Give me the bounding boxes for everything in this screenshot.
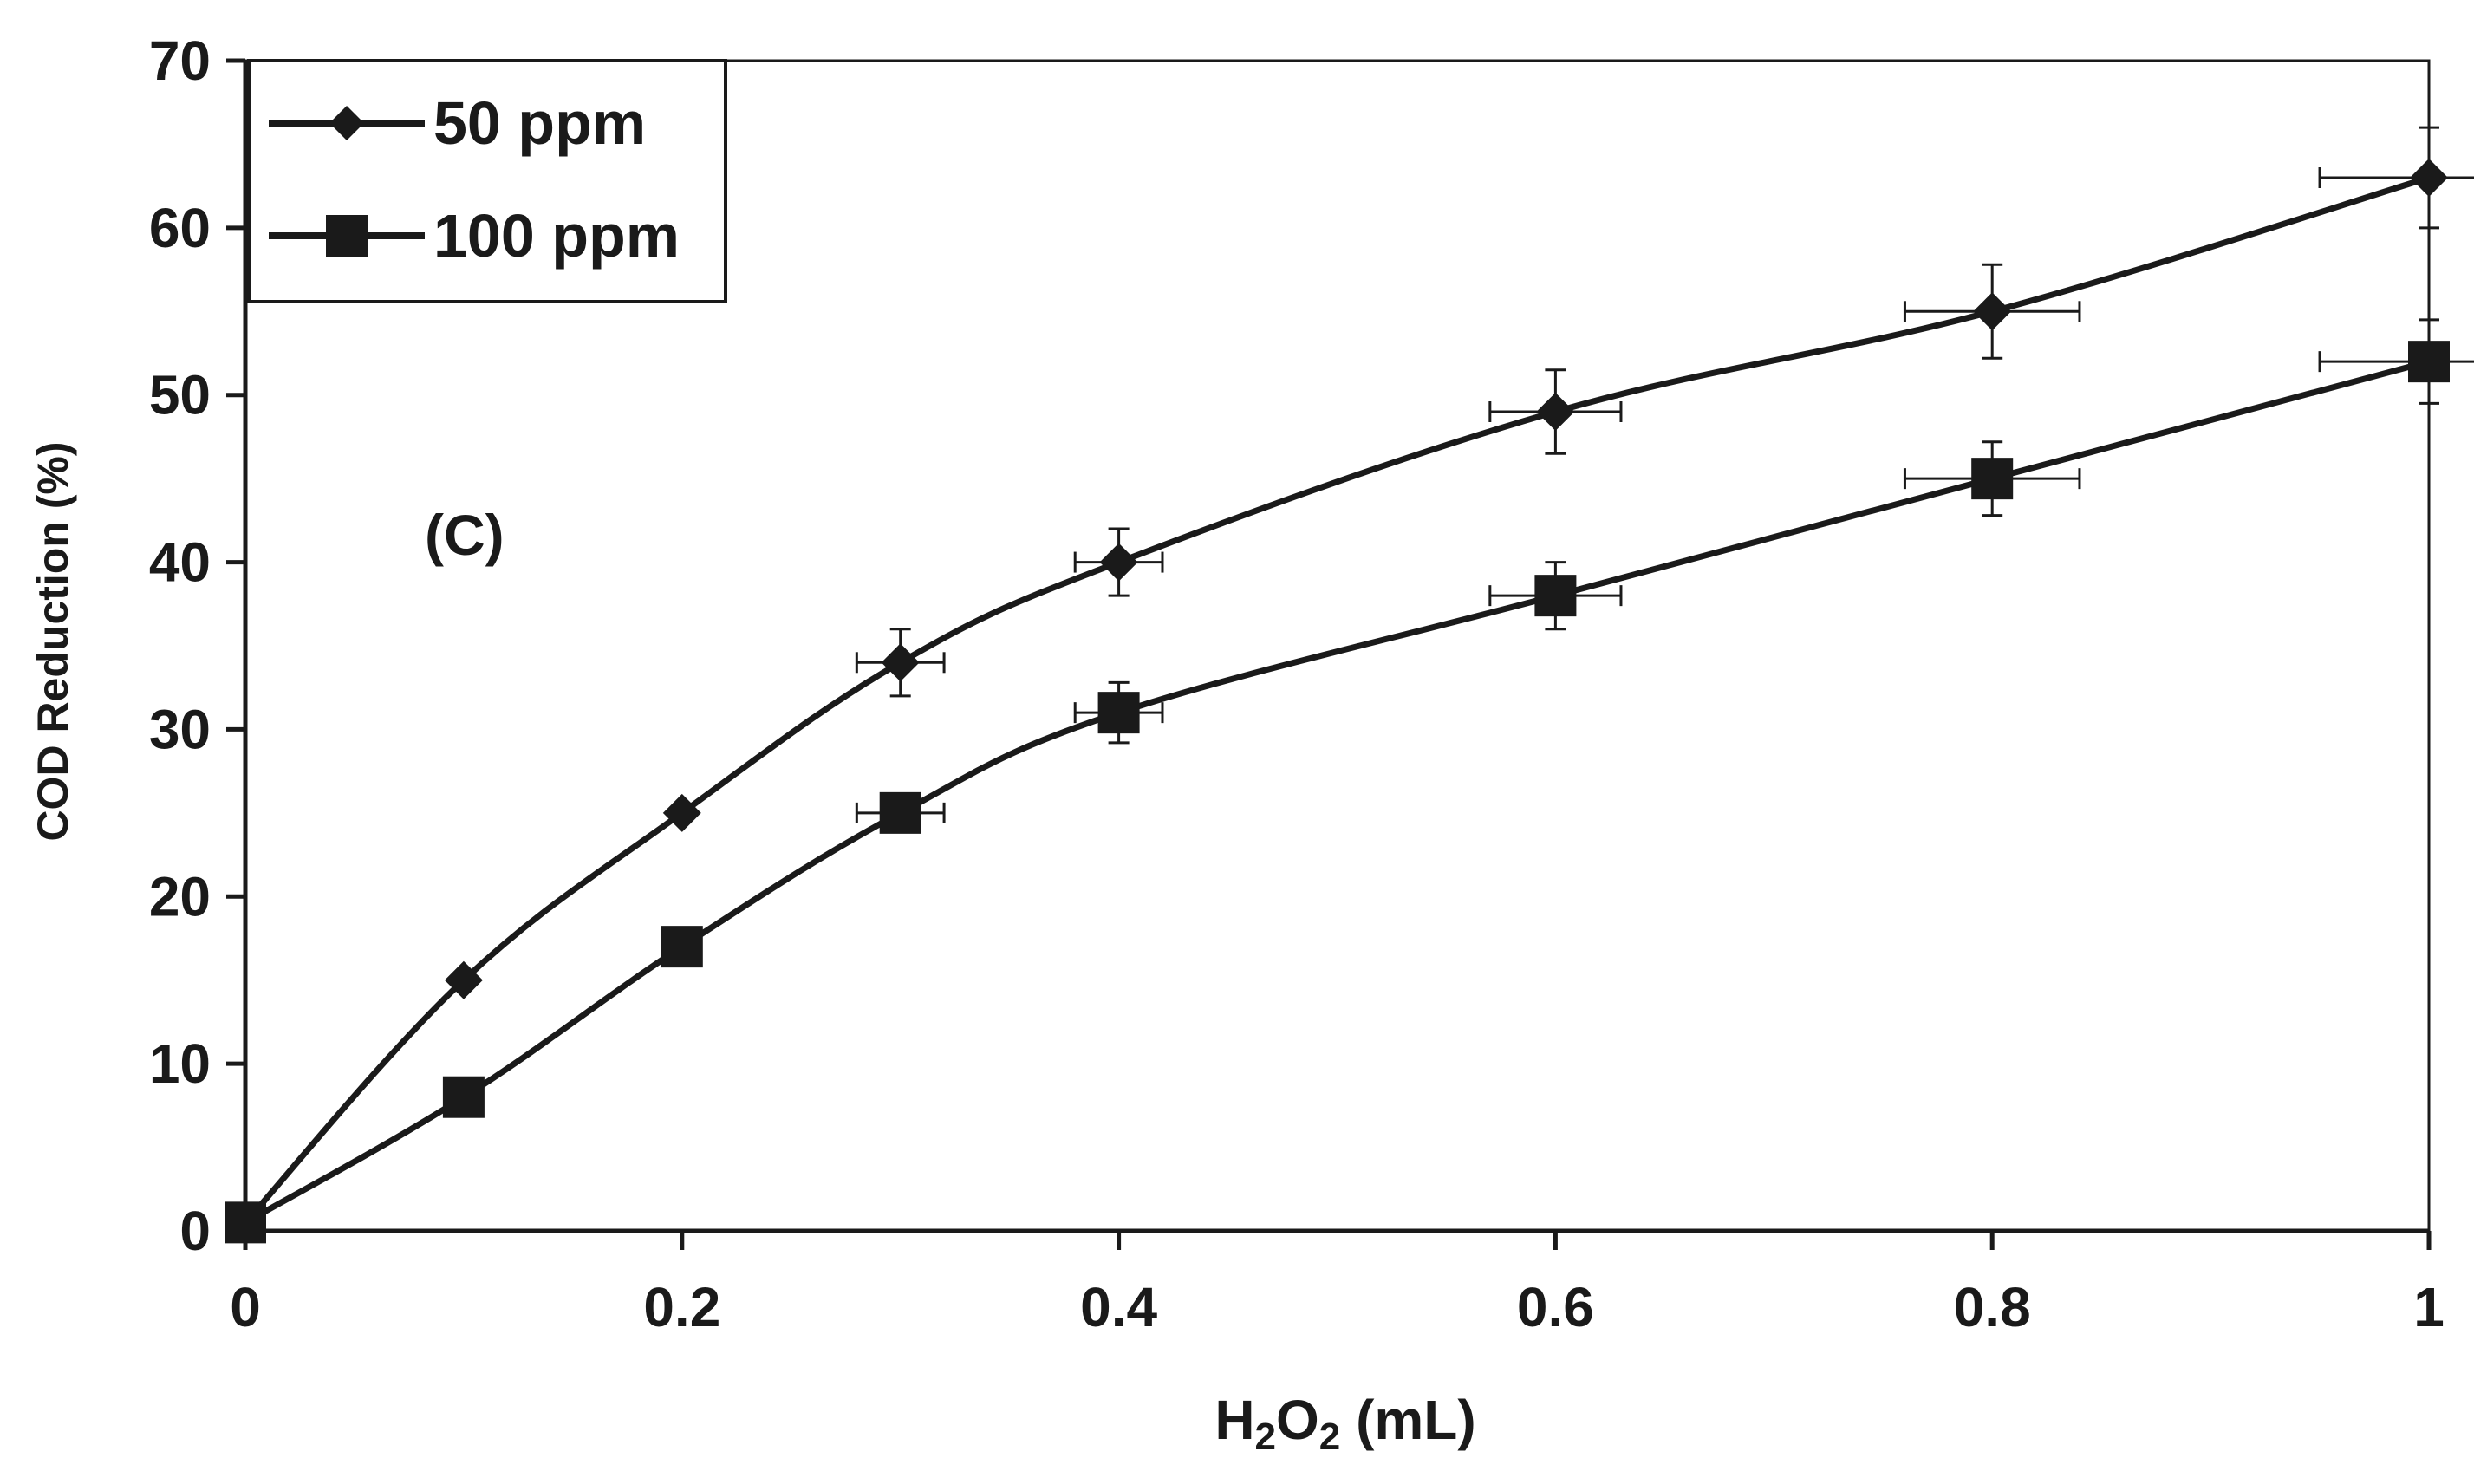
panel-annotation: (C)	[425, 503, 505, 567]
x-tick-label: 0	[230, 1276, 261, 1338]
legend-marker-50ppm	[329, 106, 364, 140]
x-tick-label: 0.8	[1954, 1276, 2031, 1338]
legend-box	[247, 59, 727, 303]
data-point-diamond	[1099, 543, 1138, 582]
data-point-square	[2408, 341, 2450, 383]
series-50-ppm	[226, 126, 2474, 1242]
data-point-square	[225, 1201, 266, 1244]
y-tick-label: 60	[149, 197, 211, 259]
x-axis-title-h: H	[1214, 1389, 1254, 1451]
y-tick-label: 20	[149, 865, 211, 928]
data-point-diamond	[1973, 292, 2012, 331]
data-point-diamond	[1536, 393, 1575, 431]
axes-layer	[226, 58, 2432, 1250]
x-axis-title-sub2: 2	[1319, 1416, 1340, 1458]
x-tick-label: 0.6	[1517, 1276, 1594, 1338]
y-tick-label: 50	[149, 364, 211, 426]
legend-marker-100ppm	[326, 215, 368, 257]
data-point-square	[1097, 692, 1140, 734]
x-tick-label: 1	[2413, 1276, 2445, 1338]
legend-label-100ppm: 100 ppm	[433, 202, 680, 270]
y-tick-label: 0	[179, 1200, 211, 1262]
x-tick-label: 0.4	[1080, 1276, 1157, 1338]
data-point-diamond	[881, 643, 920, 682]
y-tick-label: 70	[149, 29, 211, 92]
data-point-square	[442, 1076, 485, 1118]
data-point-square	[661, 926, 703, 968]
x-axis-title-sub1: 2	[1255, 1416, 1276, 1458]
y-axis-title: COD Reduction (%)	[29, 441, 77, 841]
data-point-square	[1971, 458, 2014, 500]
series-layer	[225, 126, 2474, 1244]
series-line	[243, 174, 2431, 1225]
y-tick-label: 10	[149, 1032, 211, 1095]
x-axis-title: H2O2 (mL)	[1214, 1389, 1475, 1458]
data-point-square	[1534, 575, 1577, 617]
data-point-square	[879, 791, 921, 834]
data-point-diamond	[444, 960, 483, 999]
series-100-ppm	[225, 318, 2474, 1244]
series-line	[244, 358, 2430, 1226]
y-tick-label: 40	[149, 531, 211, 594]
x-axis-title-o: O	[1276, 1389, 1319, 1451]
data-point-diamond	[662, 793, 701, 832]
x-axis-title-units: (mL)	[1340, 1389, 1475, 1451]
legend-label-50ppm: 50 ppm	[433, 89, 646, 157]
x-tick-label: 0.2	[643, 1276, 720, 1338]
data-point-diamond	[2410, 159, 2448, 197]
legend: 50 ppm 100 ppm	[247, 59, 727, 303]
label-layer: 0 10 20 30 40 50 60 70 0 0.2 0.4 0.6 0.8 1	[149, 29, 2445, 1338]
y-tick-label: 30	[149, 698, 211, 760]
